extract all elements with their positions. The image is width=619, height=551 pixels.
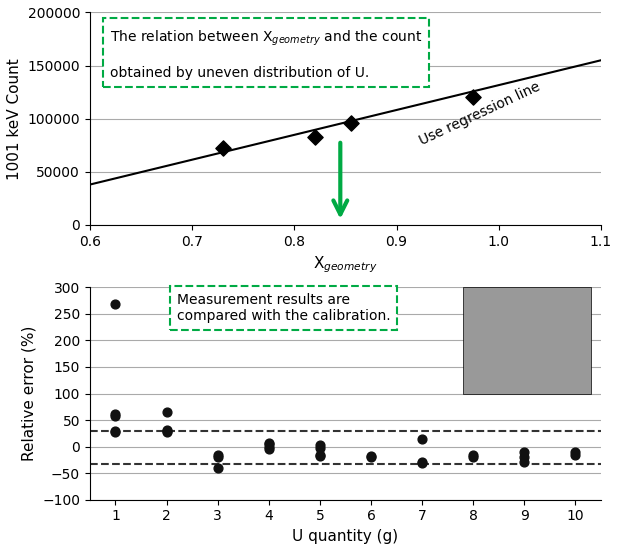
Point [162,427,171,436]
Point [519,453,529,462]
Point [345,118,355,127]
X-axis label: X$_{geometry}$: X$_{geometry}$ [313,254,378,275]
Point [417,457,427,466]
Point [468,93,478,102]
X-axis label: U quantity (g): U quantity (g) [292,529,399,544]
Bar [463,287,591,393]
Point [110,300,120,309]
Point [110,412,120,420]
Point [417,435,427,444]
Point [468,450,478,459]
Point [264,442,274,451]
Point [571,450,581,459]
Point [110,428,120,437]
Text: Use regression line: Use regression line [417,79,542,148]
Point [264,445,274,453]
Point [110,409,120,418]
Point [264,439,274,447]
Text: The relation between X$_{geometry}$ and the count

obtained by uneven distributi: The relation between X$_{geometry}$ and … [110,29,423,80]
Point [315,441,325,450]
Point [110,426,120,435]
Point [315,451,325,460]
Point [315,444,325,453]
Point [366,453,376,462]
Point [571,447,581,456]
Point [366,451,376,460]
Y-axis label: Relative error (%): Relative error (%) [22,326,37,461]
Point [519,447,529,456]
Point [213,463,223,472]
Point [264,440,274,449]
Point [519,457,529,466]
Point [213,453,223,462]
Y-axis label: 1001 keV Count: 1001 keV Count [7,58,22,180]
Point [417,458,427,467]
Point [218,144,228,153]
Point [162,428,171,437]
Point [315,450,325,459]
Point [213,450,223,459]
Point [162,408,171,417]
Text: Measurement results are
compared with the calibration.: Measurement results are compared with th… [177,293,391,323]
Point [162,425,171,434]
Point [310,132,319,141]
Point [468,453,478,462]
